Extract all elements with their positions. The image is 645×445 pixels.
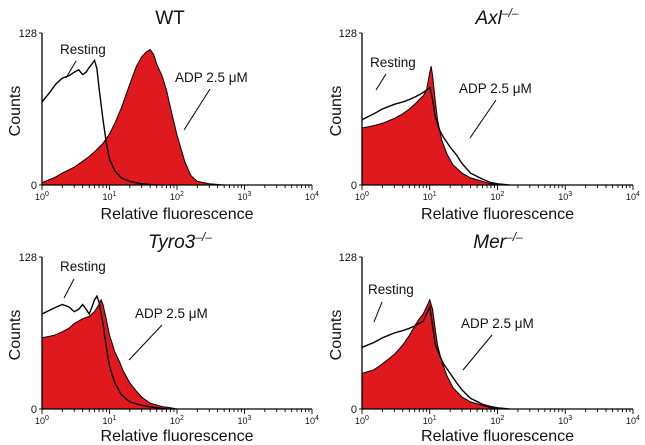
panel-4: 100 101 102 103 104 0 128 Mer–/– Counts Relative … — [328, 230, 640, 445]
leader-line-adp — [183, 88, 211, 131]
panel-title: Axl–/– — [474, 6, 518, 29]
panel-1: 100 101 102 103 104 0 128 WT Counts Relative fluo… — [7, 8, 319, 223]
annotation-resting: Resting — [368, 282, 414, 297]
x-tick-label: 101 — [423, 191, 437, 202]
series-line-3 — [41, 294, 167, 410]
leader-line-resting — [63, 278, 75, 299]
x-axis-label: Relative fluorescence — [101, 206, 254, 223]
series-line-2 — [361, 86, 510, 186]
x-tick-label: 103 — [558, 415, 572, 426]
x-tick-label: 100 — [355, 191, 369, 202]
y-tick-label: 0 — [351, 404, 357, 416]
x-axis-label: Relative fluorescence — [101, 428, 254, 445]
x-tick-label: 103 — [238, 191, 252, 202]
y-tick-label: 128 — [19, 252, 37, 264]
leader-line-resting — [373, 301, 383, 323]
series-fill-2 — [361, 66, 510, 186]
panel-title: Tyro3–/– — [148, 230, 212, 253]
x-tick-label: 103 — [238, 415, 252, 426]
y-tick-label: 0 — [31, 180, 37, 192]
annotation-adp: ADP 2.5 μM — [135, 306, 208, 321]
leader-line-adp — [462, 334, 493, 371]
series-fill-4 — [361, 298, 510, 410]
y-tick-label: 0 — [31, 404, 37, 416]
annotation-adp: ADP 2.5 μM — [175, 70, 248, 85]
y-axis-label: Counts — [328, 310, 345, 361]
x-tick-label: 102 — [170, 415, 184, 426]
x-tick-label: 101 — [423, 415, 437, 426]
leader-line-adp — [469, 99, 497, 139]
y-axis-label: Counts — [7, 86, 24, 137]
x-tick-label: 100 — [35, 191, 49, 202]
x-tick-label: 102 — [491, 191, 505, 202]
x-tick-label: 101 — [103, 415, 117, 426]
panel-title: Mer–/– — [473, 230, 523, 253]
series-line-4 — [361, 304, 510, 410]
x-tick-label: 102 — [170, 191, 184, 202]
y-axis-label: Counts — [7, 310, 24, 361]
x-tick-label: 100 — [355, 415, 369, 426]
annotation-adp: ADP 2.5 μM — [461, 316, 534, 331]
y-tick-label: 128 — [339, 252, 357, 264]
leader-line-resting — [65, 60, 77, 79]
series-line-1 — [41, 58, 157, 186]
leader-line-adp — [128, 324, 163, 361]
x-tick-label: 104 — [626, 191, 640, 202]
x-tick-label: 102 — [491, 415, 505, 426]
series-fill-1 — [41, 48, 225, 186]
series-fill-3 — [41, 298, 178, 410]
annotation-adp: ADP 2.5 μM — [459, 81, 532, 96]
x-tick-label: 100 — [35, 415, 49, 426]
x-tick-label: 101 — [103, 191, 117, 202]
x-tick-label: 104 — [626, 415, 640, 426]
x-axis-label: Relative fluorescence — [421, 428, 574, 445]
y-tick-label: 128 — [339, 28, 357, 40]
x-axis-label: Relative fluorescence — [421, 206, 574, 223]
leader-line-resting — [375, 73, 387, 91]
annotation-resting: Resting — [60, 259, 106, 274]
y-tick-label: 0 — [351, 180, 357, 192]
y-tick-label: 128 — [19, 28, 37, 40]
annotation-resting: Resting — [60, 42, 106, 57]
x-tick-label: 104 — [305, 415, 319, 426]
x-tick-label: 104 — [305, 191, 319, 202]
panel-title: WT — [155, 8, 185, 29]
panel-3: 100 101 102 103 104 0 128 Tyro3–/– Counts Relativ… — [7, 230, 319, 445]
x-tick-label: 103 — [558, 191, 572, 202]
y-axis-label: Counts — [328, 86, 345, 137]
annotation-resting: Resting — [370, 55, 416, 70]
panel-2: 100 101 102 103 104 0 128 Axl–/– Counts Relative … — [328, 6, 640, 223]
